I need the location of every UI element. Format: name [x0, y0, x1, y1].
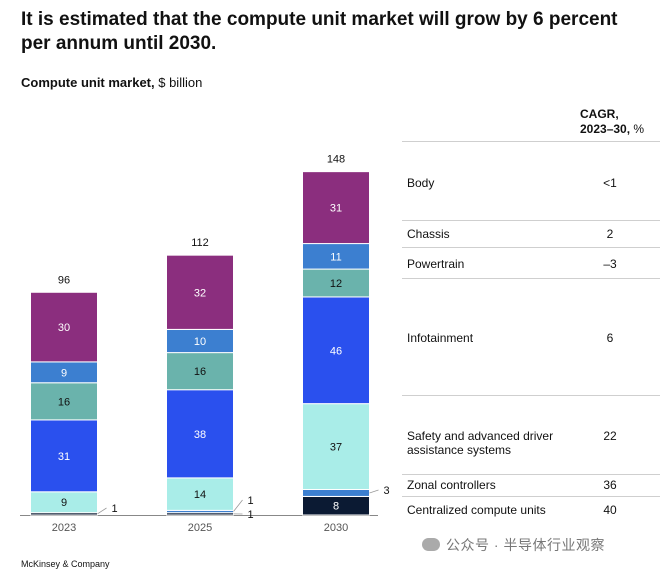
bar-label-safety-and-advanced-driver-assistance-systems-2023: 9 — [61, 497, 67, 509]
leader-line-zonal-controllers-2025 — [233, 499, 243, 512]
x-tick-2025: 2025 — [188, 522, 212, 534]
bar-label-body-2025: 32 — [194, 287, 206, 299]
x-tick-2023: 2023 — [52, 522, 76, 534]
row-divider — [402, 474, 660, 475]
watermark-text: 公众号 · 半导体行业观察 — [446, 537, 605, 553]
row-label-zonal-controllers: Zonal controllers — [407, 478, 496, 492]
bar-label-chassis-2030: 11 — [330, 251, 341, 263]
bar-label-zonal-controllers-2030: 3 — [384, 485, 390, 497]
row-divider — [402, 278, 660, 279]
bar-label-powertrain-2025: 16 — [194, 366, 206, 378]
bar-segment-safety-and-advanced-driver-assistance-systems-2030 — [302, 403, 370, 490]
bar-segment-body-2030 — [302, 171, 370, 245]
bar-segment-chassis-2030 — [302, 243, 370, 270]
row-label-infotainment: Infotainment — [407, 331, 474, 345]
row-value-centralized-compute: 40 — [603, 503, 617, 517]
row-divider — [402, 395, 660, 396]
bar-label-infotainment-2030: 46 — [330, 345, 342, 357]
bar-label-infotainment-2025: 38 — [194, 429, 206, 441]
row-divider — [402, 220, 660, 221]
row-value-body: <1 — [603, 176, 617, 190]
bar-label-safety-and-advanced-driver-assistance-systems-2025: 14 — [194, 489, 206, 501]
bar-label-chassis-2023: 9 — [61, 367, 67, 379]
row-divider — [402, 247, 660, 248]
row-value-infotainment: 6 — [606, 331, 614, 345]
row-value-safety-adas: 22 — [603, 429, 617, 443]
cagr-header-divider — [402, 141, 660, 142]
leader-line-centralized-compute-units-2023 — [97, 507, 107, 515]
bar-label-zonal-controllers-2025: 1 — [248, 495, 254, 507]
bar-total-2025: 112 — [191, 237, 209, 249]
bar-segment-body-2025 — [166, 254, 234, 330]
bar-label-body-2023: 30 — [58, 322, 70, 334]
bar-segment-powertrain-2023 — [30, 382, 98, 421]
bar-label-chassis-2025: 10 — [194, 336, 206, 348]
bar-segment-powertrain-2030 — [302, 268, 370, 298]
leader-line-zonal-controllers-2030 — [369, 489, 379, 494]
row-label-centralized-compute: Centralized compute units — [407, 503, 546, 517]
row-label-powertrain: Powertrain — [407, 257, 465, 271]
bar-label-centralized-compute-units-2025: 1 — [248, 509, 254, 521]
chart-title: It is estimated that the compute unit ma… — [21, 9, 618, 54]
bar-total-2030: 148 — [327, 154, 345, 166]
bar-segment-body-2023 — [30, 291, 98, 363]
bar-segment-infotainment-2030 — [302, 296, 370, 405]
bar-label-safety-and-advanced-driver-assistance-systems-2030: 37 — [330, 442, 342, 454]
bar-label-body-2030: 31 — [330, 203, 342, 215]
bar-total-2023: 96 — [58, 274, 70, 286]
watermark: 公众号 · 半导体行业观察 — [422, 535, 605, 555]
subtitle-unit: $ billion — [154, 75, 203, 90]
row-value-powertrain: –3 — [603, 257, 617, 271]
bar-segment-zonal-controllers-2030 — [302, 488, 370, 497]
subtitle-bold: Compute unit market, — [21, 75, 155, 90]
chart-subtitle: Compute unit market, $ billion — [21, 75, 202, 90]
row-value-zonal-controllers: 36 — [603, 478, 617, 492]
row-label-chassis: Chassis — [407, 227, 450, 241]
bar-segment-infotainment-2025 — [166, 389, 234, 479]
wechat-icon — [422, 538, 440, 551]
bar-label-centralized-compute-units-2023: 1 — [112, 503, 118, 515]
cagr-header-line1: CAGR, — [580, 107, 619, 121]
row-divider — [402, 496, 660, 497]
row-label-safety-adas: Safety and advanced driver assistance sy… — [407, 429, 554, 457]
bar-segment-powertrain-2025 — [166, 352, 234, 391]
bar-label-infotainment-2023: 31 — [58, 451, 70, 463]
row-value-chassis: 2 — [606, 227, 614, 241]
bar-label-powertrain-2023: 16 — [58, 396, 70, 408]
source-label: McKinsey & Company — [21, 559, 110, 569]
bar-segment-infotainment-2023 — [30, 419, 98, 493]
bar-label-powertrain-2030: 12 — [330, 278, 342, 290]
row-label-body: Body — [407, 176, 435, 190]
cagr-header: CAGR, 2023–30, % — [580, 107, 644, 137]
bar-label-centralized-compute-units-2030: 8 — [333, 501, 339, 513]
x-tick-2030: 2030 — [324, 522, 348, 534]
cagr-header-line2: 2023–30, % — [580, 122, 645, 136]
